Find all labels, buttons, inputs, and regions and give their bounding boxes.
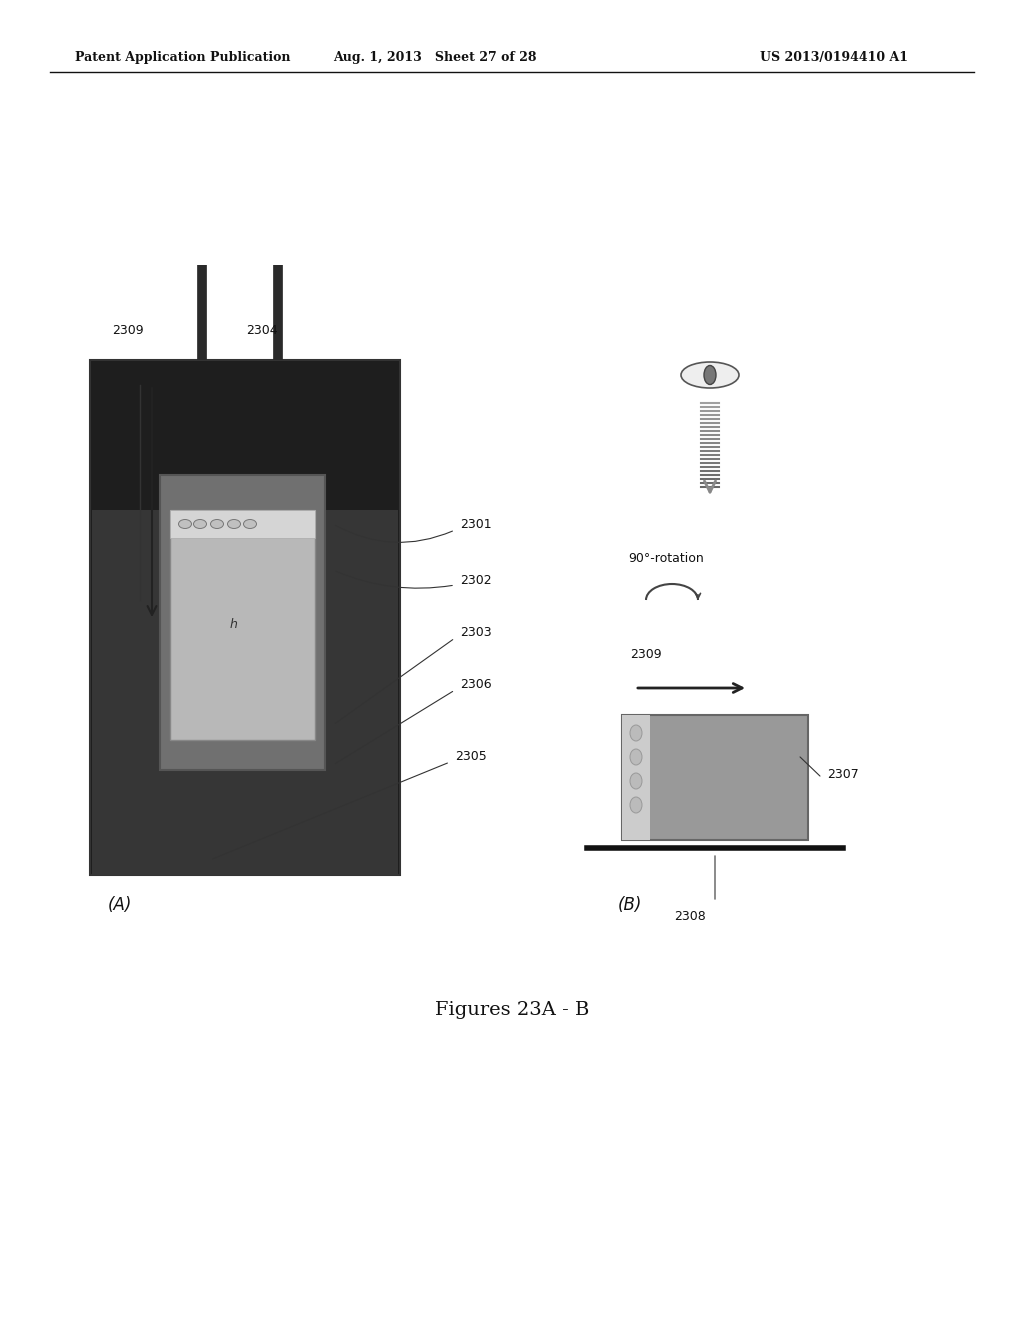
Text: 2302: 2302 xyxy=(460,573,492,586)
Bar xyxy=(170,510,315,539)
Text: (B): (B) xyxy=(618,896,642,913)
Ellipse shape xyxy=(630,774,642,789)
Ellipse shape xyxy=(705,366,716,384)
Text: (A): (A) xyxy=(108,896,132,913)
Ellipse shape xyxy=(630,748,642,766)
Ellipse shape xyxy=(211,520,223,528)
Ellipse shape xyxy=(194,520,207,528)
Bar xyxy=(622,715,808,840)
Ellipse shape xyxy=(630,725,642,741)
Text: 2304: 2304 xyxy=(246,323,278,337)
Text: Patent Application Publication: Patent Application Publication xyxy=(75,51,291,65)
Text: 2301: 2301 xyxy=(460,519,492,532)
Ellipse shape xyxy=(681,362,739,388)
Text: 2309: 2309 xyxy=(630,648,662,661)
Text: 2308: 2308 xyxy=(674,909,706,923)
Ellipse shape xyxy=(227,520,241,528)
Bar xyxy=(92,510,398,875)
Bar xyxy=(622,715,650,840)
Bar xyxy=(90,360,400,875)
Ellipse shape xyxy=(630,797,642,813)
Text: 2303: 2303 xyxy=(460,627,492,639)
Text: 2307: 2307 xyxy=(827,768,859,781)
Text: US 2013/0194410 A1: US 2013/0194410 A1 xyxy=(760,51,908,65)
Bar xyxy=(170,510,315,741)
Bar xyxy=(160,475,325,770)
Text: Figures 23A - B: Figures 23A - B xyxy=(435,1001,589,1019)
Text: 2306: 2306 xyxy=(460,678,492,692)
Text: 90°-rotation: 90°-rotation xyxy=(628,552,703,565)
Ellipse shape xyxy=(244,520,256,528)
Text: Aug. 1, 2013   Sheet 27 of 28: Aug. 1, 2013 Sheet 27 of 28 xyxy=(333,51,537,65)
Text: 2309: 2309 xyxy=(113,323,143,337)
Text: 2305: 2305 xyxy=(455,751,486,763)
Ellipse shape xyxy=(178,520,191,528)
Text: h: h xyxy=(230,619,238,631)
